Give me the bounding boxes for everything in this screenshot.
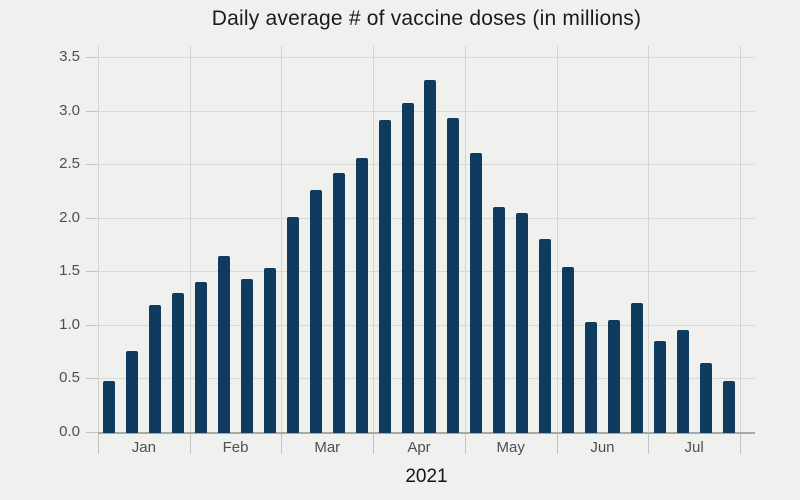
- y-axis-tick: [86, 110, 98, 112]
- x-axis-tick: [740, 434, 741, 454]
- bar-jan-w4: [172, 292, 185, 433]
- y-axis-tick: [86, 57, 98, 58]
- bar-mar-w2: [309, 189, 322, 433]
- bar-may-w2: [493, 207, 506, 433]
- gridline-horizontal: [98, 57, 755, 58]
- month-label-jun: Jun: [590, 439, 615, 456]
- y-axis-tick: [86, 217, 98, 219]
- bar-apr-w4: [447, 118, 460, 433]
- gridline-vertical: [98, 46, 99, 432]
- y-axis-tick: [86, 271, 98, 273]
- bar-jun-w4: [630, 303, 643, 433]
- bar-jul-w2: [676, 330, 689, 433]
- gridline-vertical: [648, 46, 650, 432]
- x-axis-year-label: 2021: [405, 466, 448, 487]
- bar-jun-w2: [584, 321, 597, 433]
- x-axis-tick: [556, 434, 558, 454]
- month-label-feb: Feb: [222, 439, 249, 456]
- bar-mar-w4: [355, 157, 368, 433]
- y-axis-tick: [86, 324, 98, 326]
- bar-jan-w1: [103, 380, 116, 433]
- bar-may-w3: [516, 213, 529, 433]
- y-tick-label: 3.5: [59, 48, 80, 65]
- y-axis-tick: [86, 378, 98, 380]
- gridline-vertical: [281, 46, 283, 432]
- y-tick-label: 1.5: [59, 262, 80, 280]
- y-tick-label: 3.0: [59, 101, 80, 119]
- bar-feb-w1: [195, 282, 208, 433]
- y-tick-label: 2.0: [59, 208, 80, 226]
- gridline-vertical: [464, 46, 466, 432]
- x-axis-tick: [464, 434, 466, 454]
- gridline-vertical: [373, 46, 375, 432]
- chart-title: Daily average # of vaccine doses (in mil…: [211, 7, 642, 30]
- gridline-vertical: [556, 46, 558, 432]
- x-axis-tick: [373, 434, 375, 454]
- bar-jan-w2: [126, 350, 139, 433]
- y-axis-tick: [86, 164, 98, 166]
- x-axis-tick: [189, 434, 191, 454]
- x-axis-line: [98, 432, 755, 434]
- y-axis-tick: [86, 432, 98, 433]
- bar-jan-w3: [149, 304, 162, 433]
- bar-jun-w3: [607, 319, 620, 433]
- y-tick-label: 0.0: [59, 423, 80, 440]
- bar-apr-w1: [378, 120, 391, 433]
- month-label-apr: Apr: [407, 439, 431, 456]
- gridline-vertical: [740, 46, 741, 432]
- month-label-mar: Mar: [314, 439, 341, 456]
- bar-feb-w4: [263, 268, 276, 433]
- month-label-jan: Jan: [131, 439, 156, 456]
- bar-apr-w2: [401, 103, 414, 433]
- bar-mar-w1: [286, 216, 299, 433]
- x-axis-tick: [98, 434, 99, 454]
- bar-mar-w3: [332, 172, 345, 433]
- bar-jul-w3: [699, 363, 712, 433]
- month-label-jul: Jul: [684, 439, 704, 456]
- bar-jul-w4: [722, 380, 735, 433]
- bar-feb-w3: [241, 278, 254, 433]
- bar-jun-w1: [562, 267, 575, 433]
- bar-may-w4: [539, 239, 552, 433]
- x-axis-tick: [281, 434, 283, 454]
- gridline-vertical: [189, 46, 191, 432]
- y-tick-label: 1.0: [59, 315, 80, 333]
- bar-may-w1: [470, 153, 483, 433]
- y-tick-label: 2.5: [59, 155, 80, 173]
- x-axis-tick: [648, 434, 650, 454]
- y-tick-label: 0.5: [59, 369, 80, 387]
- month-label-may: May: [496, 439, 525, 456]
- bar-jul-w1: [653, 340, 666, 433]
- bar-feb-w2: [218, 256, 231, 433]
- bar-apr-w3: [424, 79, 437, 433]
